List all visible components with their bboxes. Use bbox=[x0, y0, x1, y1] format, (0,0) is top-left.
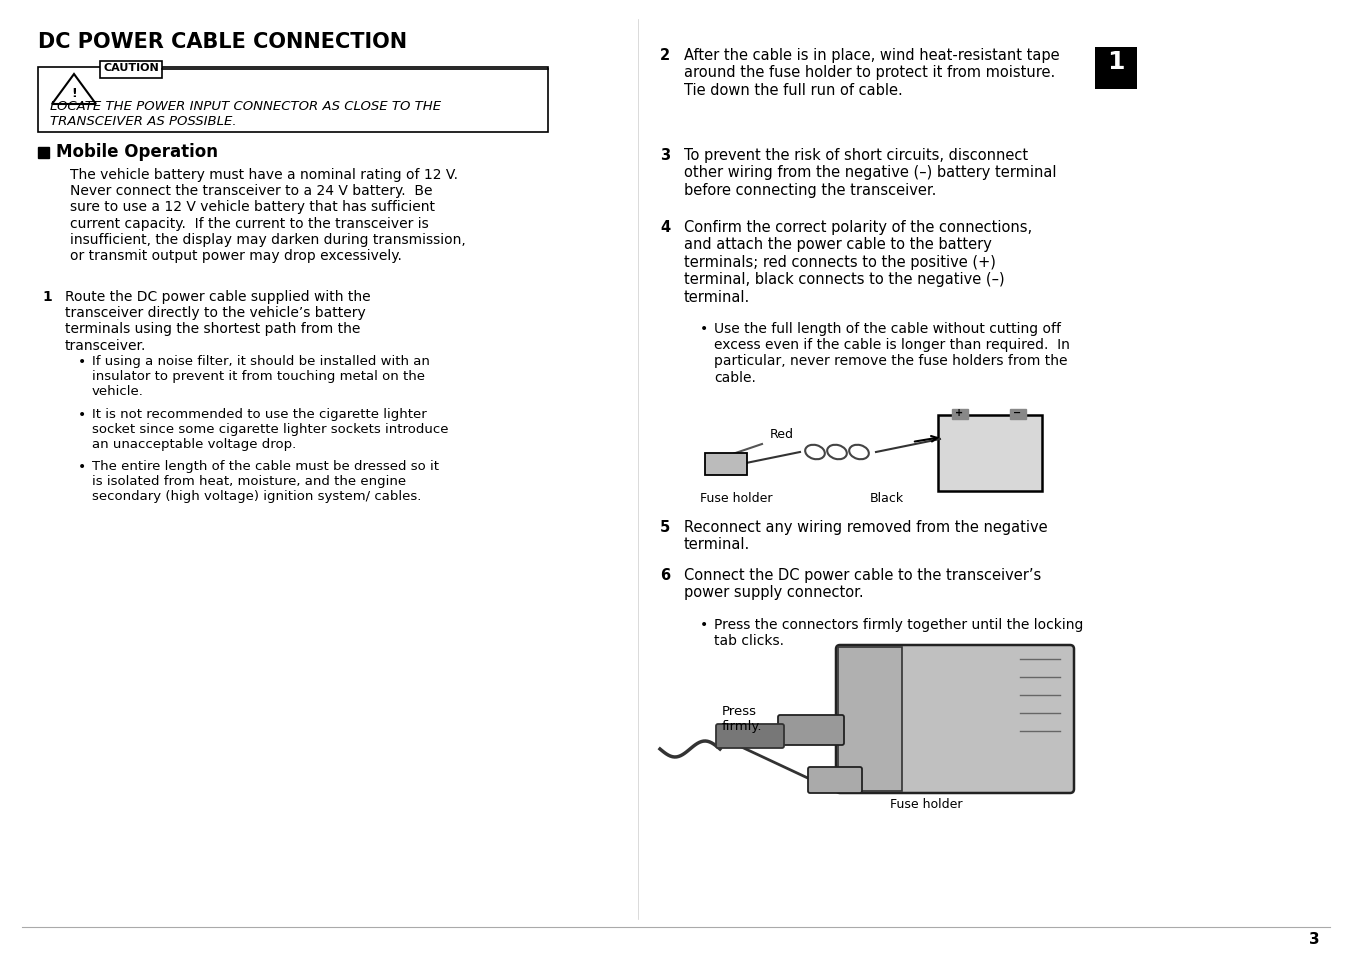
Text: Connect the DC power cable to the transceiver’s
power supply connector.: Connect the DC power cable to the transc… bbox=[684, 567, 1041, 599]
Text: 4: 4 bbox=[660, 220, 671, 234]
FancyBboxPatch shape bbox=[100, 62, 162, 79]
Text: Fuse holder: Fuse holder bbox=[700, 492, 772, 504]
Text: •: • bbox=[78, 408, 87, 421]
Bar bbox=[38, 148, 49, 159]
Text: Use the full length of the cable without cutting off
excess even if the cable is: Use the full length of the cable without… bbox=[714, 322, 1069, 384]
FancyBboxPatch shape bbox=[938, 416, 1042, 492]
Text: •: • bbox=[700, 322, 708, 335]
Text: Reconnect any wiring removed from the negative
terminal.: Reconnect any wiring removed from the ne… bbox=[684, 519, 1048, 552]
Text: If using a noise filter, it should be installed with an
insulator to prevent it : If using a noise filter, it should be in… bbox=[92, 355, 430, 397]
Text: After the cable is in place, wind heat-resistant tape
around the fuse holder to : After the cable is in place, wind heat-r… bbox=[684, 48, 1060, 98]
Text: The vehicle battery must have a nominal rating of 12 V.
Never connect the transc: The vehicle battery must have a nominal … bbox=[70, 168, 465, 263]
FancyBboxPatch shape bbox=[38, 68, 548, 132]
Text: Press
firmly.: Press firmly. bbox=[722, 704, 763, 732]
FancyBboxPatch shape bbox=[1095, 48, 1137, 90]
Text: Black: Black bbox=[869, 492, 904, 504]
Text: 1: 1 bbox=[1107, 50, 1125, 74]
FancyBboxPatch shape bbox=[836, 645, 1073, 793]
FancyBboxPatch shape bbox=[808, 767, 863, 793]
Text: 6: 6 bbox=[660, 567, 671, 582]
Bar bbox=[1010, 410, 1026, 419]
Text: Mobile Operation: Mobile Operation bbox=[55, 143, 218, 161]
Text: •: • bbox=[700, 618, 708, 631]
FancyBboxPatch shape bbox=[838, 647, 902, 791]
Text: To prevent the risk of short circuits, disconnect
other wiring from the negative: To prevent the risk of short circuits, d… bbox=[684, 148, 1056, 197]
FancyBboxPatch shape bbox=[777, 716, 844, 745]
Text: LOCATE THE POWER INPUT CONNECTOR AS CLOSE TO THE
TRANSCEIVER AS POSSIBLE.: LOCATE THE POWER INPUT CONNECTOR AS CLOS… bbox=[50, 100, 441, 128]
Text: !: ! bbox=[72, 87, 77, 100]
Text: 5: 5 bbox=[660, 519, 671, 535]
Text: DC POWER CABLE CONNECTION: DC POWER CABLE CONNECTION bbox=[38, 32, 407, 52]
Text: 3: 3 bbox=[1309, 931, 1320, 946]
Text: +: + bbox=[955, 408, 963, 417]
Text: •: • bbox=[78, 355, 87, 369]
Text: It is not recommended to use the cigarette lighter
socket since some cigarette l: It is not recommended to use the cigaret… bbox=[92, 408, 449, 451]
FancyBboxPatch shape bbox=[704, 454, 748, 476]
Text: 1: 1 bbox=[42, 290, 51, 304]
Text: Press the connectors firmly together until the locking
tab clicks.: Press the connectors firmly together unt… bbox=[714, 618, 1083, 647]
Text: Route the DC power cable supplied with the
transceiver directly to the vehicle’s: Route the DC power cable supplied with t… bbox=[65, 290, 370, 353]
Text: Confirm the correct polarity of the connections,
and attach the power cable to t: Confirm the correct polarity of the conn… bbox=[684, 220, 1032, 304]
Text: −: − bbox=[1013, 408, 1021, 417]
FancyBboxPatch shape bbox=[717, 724, 784, 748]
Text: Fuse holder: Fuse holder bbox=[890, 797, 963, 810]
Text: 3: 3 bbox=[660, 148, 671, 163]
Text: Red: Red bbox=[771, 428, 794, 440]
Text: •: • bbox=[78, 459, 87, 474]
Bar bbox=[952, 410, 968, 419]
Text: 2: 2 bbox=[660, 48, 671, 63]
Text: CAUTION: CAUTION bbox=[103, 63, 160, 73]
Text: The entire length of the cable must be dressed so it
is isolated from heat, mois: The entire length of the cable must be d… bbox=[92, 459, 439, 502]
